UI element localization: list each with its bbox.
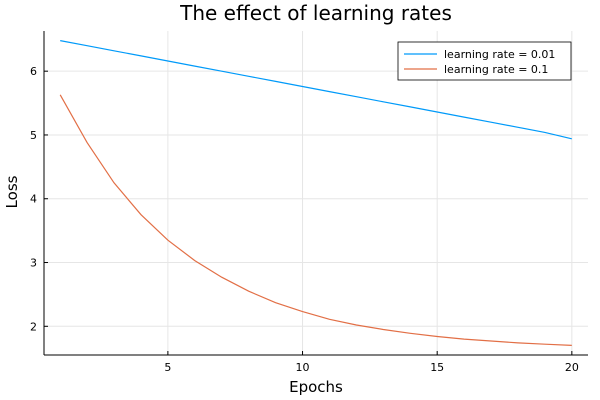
legend-box [397, 41, 572, 81]
x-tick-label: 10 [296, 361, 310, 374]
y-tick-label: 3 [30, 257, 37, 270]
series-lines [59, 40, 572, 346]
tick-labels: 5 10 15 20 2 3 4 5 6 [30, 65, 579, 374]
y-tick-label: 4 [30, 193, 37, 206]
legend-label-lr-001: learning rate = 0.01 [444, 48, 555, 61]
x-tick-label: 20 [565, 361, 579, 374]
x-axis-label: Epochs [289, 378, 343, 396]
legend-label-lr-01: learning rate = 0.1 [444, 63, 548, 76]
series-line-0 [60, 40, 572, 140]
y-axis-label: Loss [3, 175, 21, 208]
y-tick-label: 5 [30, 129, 37, 142]
series-line-1 [59, 94, 572, 346]
y-tick-label: 2 [30, 320, 37, 333]
chart-title: The effect of learning rates [179, 1, 452, 25]
axes [43, 31, 588, 356]
legend: learning rate = 0.01 learning rate = 0.1 [397, 41, 572, 81]
x-tick-label: 15 [430, 361, 444, 374]
x-tick-label: 5 [164, 361, 171, 374]
y-tick-label: 6 [30, 65, 37, 78]
